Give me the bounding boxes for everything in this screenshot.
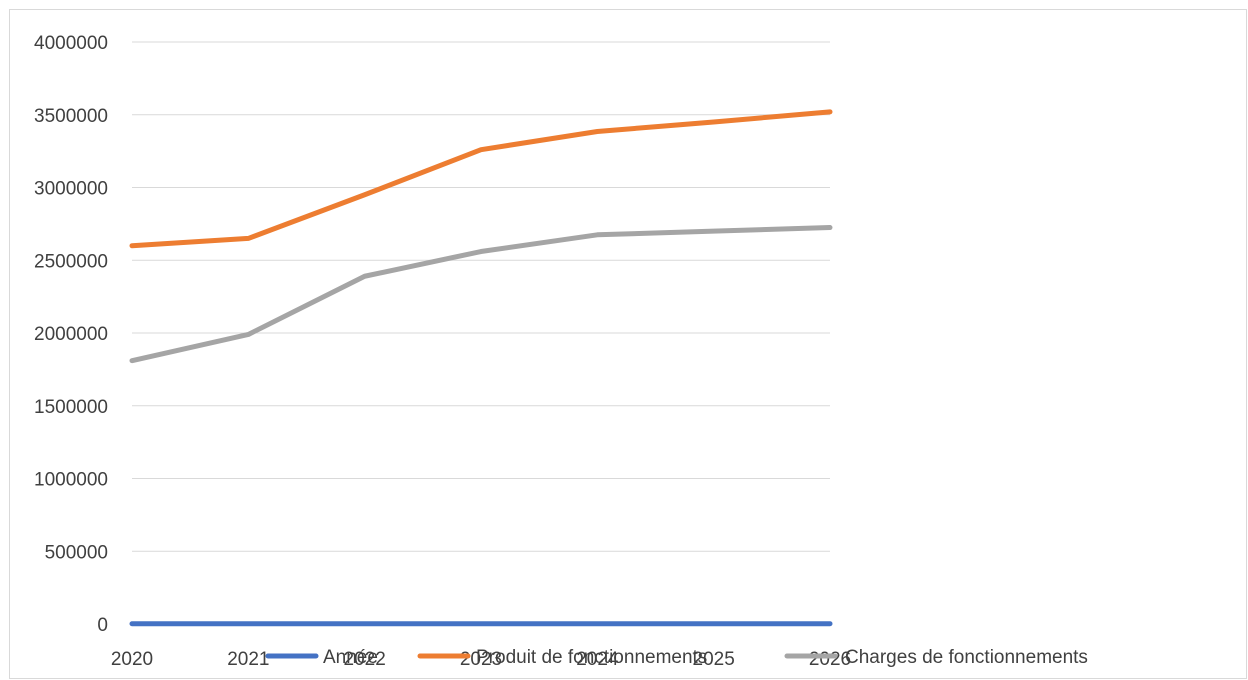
y-tick-label: 1000000 [34, 470, 108, 491]
series-lines [129, 109, 833, 627]
x-tick-label: 2023 [460, 649, 502, 670]
series-line [129, 109, 833, 249]
legend-label: Année [323, 647, 378, 668]
y-tick-label: 2500000 [34, 251, 108, 272]
gridlines [132, 41, 830, 625]
x-tick-label: 2025 [693, 649, 735, 670]
x-tick-label: 2024 [576, 649, 619, 670]
y-tick-label: 4000000 [34, 33, 108, 54]
y-tick-label: 3000000 [34, 179, 108, 200]
x-axis-ticks: 2020 2021 2022 2023 2024 2025 2026 [111, 649, 851, 670]
x-tick-label: 2020 [111, 649, 153, 670]
y-tick-label: 2000000 [34, 324, 108, 345]
series-line [129, 225, 833, 364]
legend-label: Charges de fonctionnements [845, 647, 1088, 668]
x-tick-label: 2022 [344, 649, 386, 670]
legend: Année Produit de fonctionnements Charges d… [265, 647, 1088, 668]
y-axis-ticks: 0 500000 1000000 1500000 2000000 2500000 30000… [34, 33, 108, 636]
legend-label: Produit de fonctionnements [476, 647, 707, 668]
y-tick-label: 3500000 [34, 106, 108, 127]
x-tick-label: 2021 [227, 649, 269, 670]
y-tick-label: 500000 [45, 542, 108, 563]
y-tick-label: 1500000 [34, 397, 108, 418]
y-tick-label: 0 [97, 615, 108, 636]
